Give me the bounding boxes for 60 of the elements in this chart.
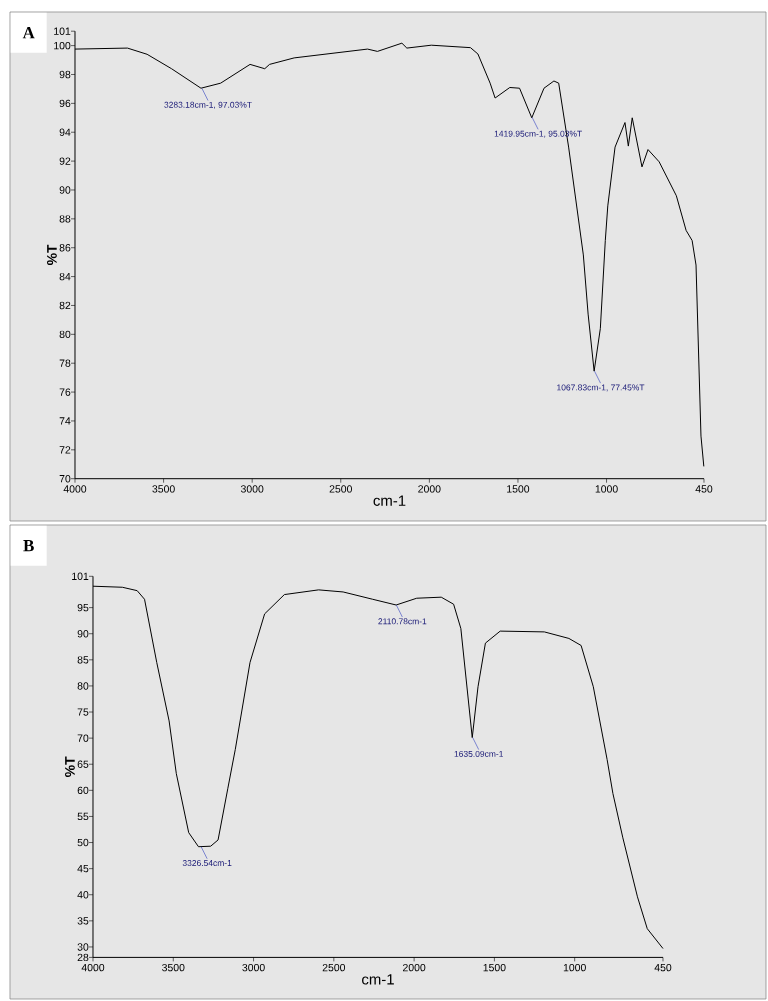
y-tick-label: 78	[59, 359, 71, 367]
annotation: 1067.83cm-1, 77.45%T	[557, 384, 645, 392]
y-tick-label: 90	[77, 630, 89, 638]
annotation: 2110.78cm-1	[378, 618, 427, 625]
x-tick-label: 1500	[507, 485, 530, 493]
y-tick-label: 95	[77, 603, 89, 612]
y-tick-label: 101	[72, 572, 89, 581]
y-tick-label: 70	[77, 734, 89, 742]
x-tick-label: 3500	[152, 485, 175, 493]
y-tick-label: 65	[77, 760, 89, 768]
annotation: 3326.54cm-1	[182, 860, 232, 867]
x-axis-title: cm-1	[362, 974, 394, 985]
x-axis-title: cm-1	[373, 495, 406, 506]
x-tick-label: 450	[695, 485, 713, 493]
y-tick-label: 72	[59, 446, 71, 454]
y-tick-label: 76	[59, 388, 71, 396]
y-tick-label: 70	[59, 474, 71, 483]
y-tick-label: 55	[77, 812, 89, 821]
y-tick-label: 30	[77, 943, 89, 951]
y-tick-label: 86	[59, 244, 71, 252]
y-axis-title: %T	[65, 756, 75, 777]
y-tick-label: 82	[59, 301, 71, 310]
y-tick-label: 75	[77, 708, 89, 716]
x-tick-label: 450	[654, 963, 672, 972]
y-tick-label: 40	[77, 891, 89, 899]
y-axis-title: %T	[47, 244, 57, 266]
x-tick-label: 4000	[81, 963, 105, 972]
chart-title: B	[23, 540, 34, 552]
y-tick-label: 90	[59, 186, 71, 194]
x-tick-label: 2500	[322, 963, 346, 972]
x-tick-label: 3000	[240, 485, 264, 493]
x-tick-label: 1000	[595, 485, 618, 493]
x-tick-label: 2000	[403, 963, 426, 972]
y-tick-label: 96	[59, 99, 71, 108]
y-tick-label: 50	[77, 838, 89, 847]
y-tick-label: 92	[59, 157, 71, 165]
y-tick-label: 60	[77, 786, 89, 795]
y-tick-label: 85	[77, 656, 89, 664]
annotation: 3283.18cm-1, 97.03%T	[164, 101, 252, 109]
x-tick-label: 1500	[483, 963, 506, 972]
chart-title: A	[22, 27, 35, 39]
y-tick-label: 98	[59, 70, 71, 79]
y-tick-label: 28	[77, 953, 89, 962]
y-tick-label: 101	[54, 27, 71, 35]
y-tick-label: 45	[77, 865, 89, 873]
x-tick-label: 3500	[162, 963, 185, 972]
annotation: 1635.09cm-1	[454, 750, 504, 757]
y-tick-label: 94	[59, 128, 71, 136]
y-tick-label: 35	[77, 917, 89, 925]
y-tick-label: 80	[59, 330, 71, 339]
y-tick-label: 80	[77, 682, 89, 690]
x-tick-label: 3000	[242, 963, 265, 972]
y-tick-label: 100	[54, 41, 71, 50]
x-tick-label: 2500	[329, 485, 352, 493]
y-tick-label: 88	[59, 215, 71, 223]
y-tick-label: 74	[59, 417, 71, 425]
x-tick-label: 1000	[563, 963, 586, 972]
y-tick-label: 84	[59, 272, 71, 281]
x-tick-label: 4000	[63, 485, 87, 493]
x-tick-label: 2000	[418, 485, 441, 493]
